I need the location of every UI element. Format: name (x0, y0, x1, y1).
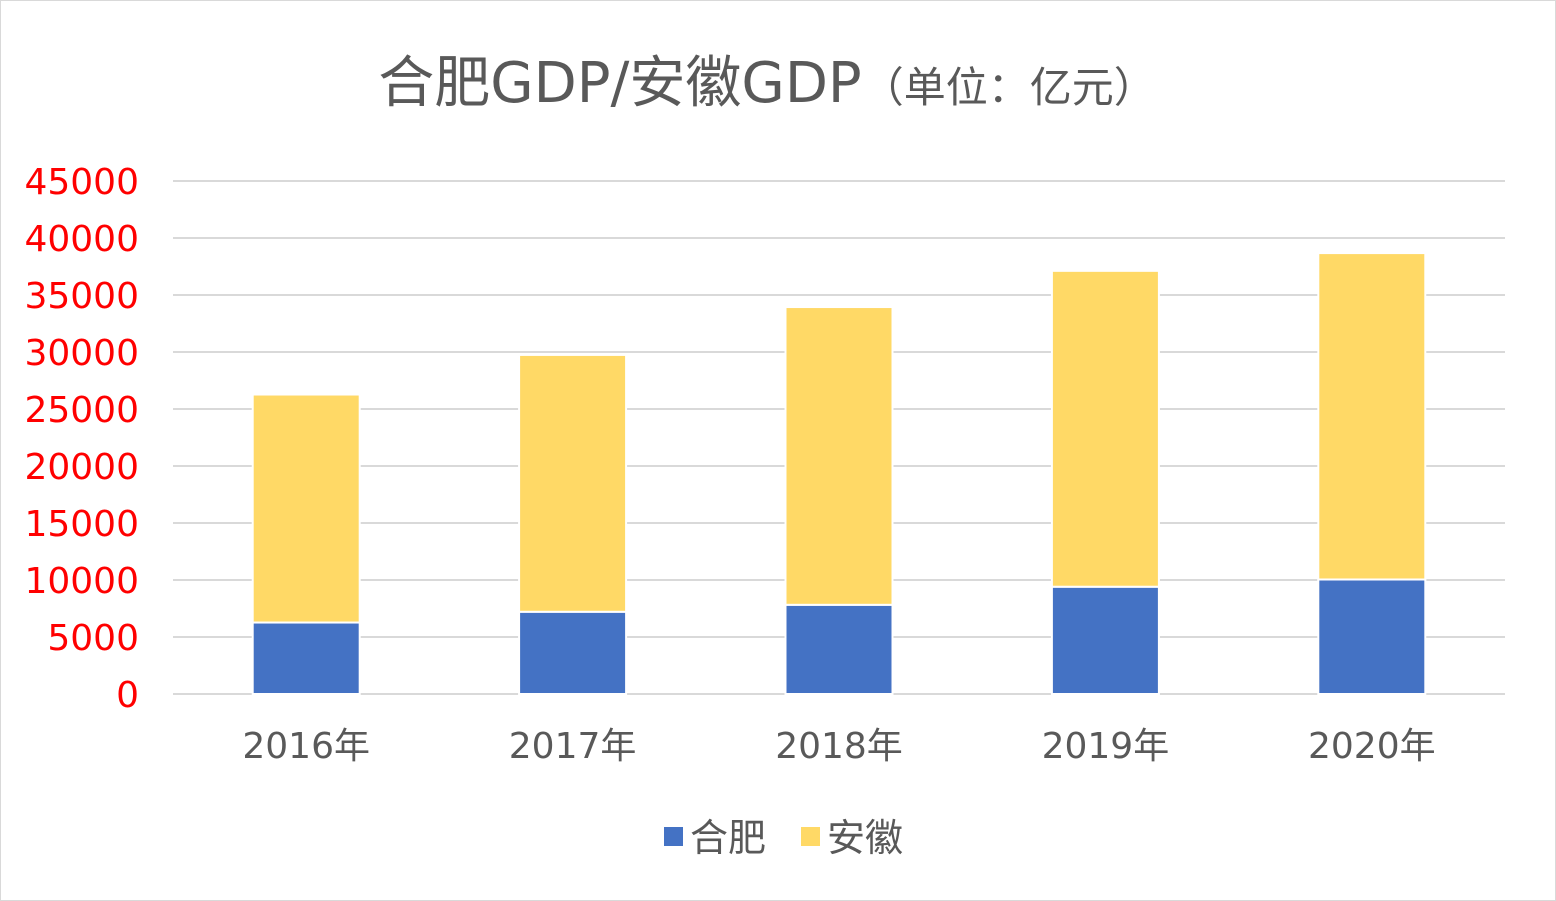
bar-hefei-4 (1317, 578, 1427, 695)
y-tick-label: 0 (116, 675, 139, 716)
x-tick-label: 2017年 (509, 726, 637, 767)
legend-swatch-hefei (664, 827, 683, 846)
legend-label-anhui: 安徽 (827, 816, 903, 860)
x-axis-tick-labels: 2016年 2017年 2018年 2019年 2020年 (242, 726, 1435, 767)
y-axis-tick-labels: 0 5000 10000 15000 20000 25000 30000 35000 40000… (24, 162, 139, 716)
chart-title-unit: （单位：亿元） (862, 63, 1156, 112)
y-tick-label: 45000 (24, 162, 139, 203)
bar-hefei-3 (1050, 585, 1160, 696)
legend-label-hefei: 合肥 (690, 816, 766, 860)
bar-hefei-2 (784, 603, 894, 696)
bar-anhui-2 (784, 306, 894, 606)
bars (251, 252, 1427, 696)
legend-swatch-anhui (801, 827, 820, 846)
bar-anhui-1 (518, 353, 628, 613)
chart-title: 合肥GDP/安徽GDP（单位：亿元） (378, 51, 1155, 116)
y-tick-label: 5000 (47, 618, 139, 659)
y-tick-label: 10000 (24, 561, 139, 602)
y-tick-label: 15000 (24, 504, 139, 545)
x-tick-label: 2020年 (1308, 726, 1436, 767)
y-tick-label: 35000 (24, 276, 139, 317)
bar-hefei-1 (518, 610, 628, 695)
legend: 合肥 安徽 (664, 816, 903, 860)
bar-anhui-4 (1317, 252, 1427, 581)
bar-anhui-3 (1050, 269, 1160, 588)
y-tick-label: 25000 (24, 390, 139, 431)
x-tick-label: 2019年 (1042, 726, 1170, 767)
y-tick-label: 30000 (24, 333, 139, 374)
x-tick-label: 2018年 (775, 726, 903, 767)
y-tick-label: 20000 (24, 447, 139, 488)
bar-hefei-0 (251, 621, 361, 695)
x-tick-label: 2016年 (242, 726, 370, 767)
bar-anhui-0 (251, 393, 361, 624)
y-tick-label: 40000 (24, 219, 139, 260)
chart-title-main: 合肥GDP/安徽GDP (378, 51, 861, 116)
